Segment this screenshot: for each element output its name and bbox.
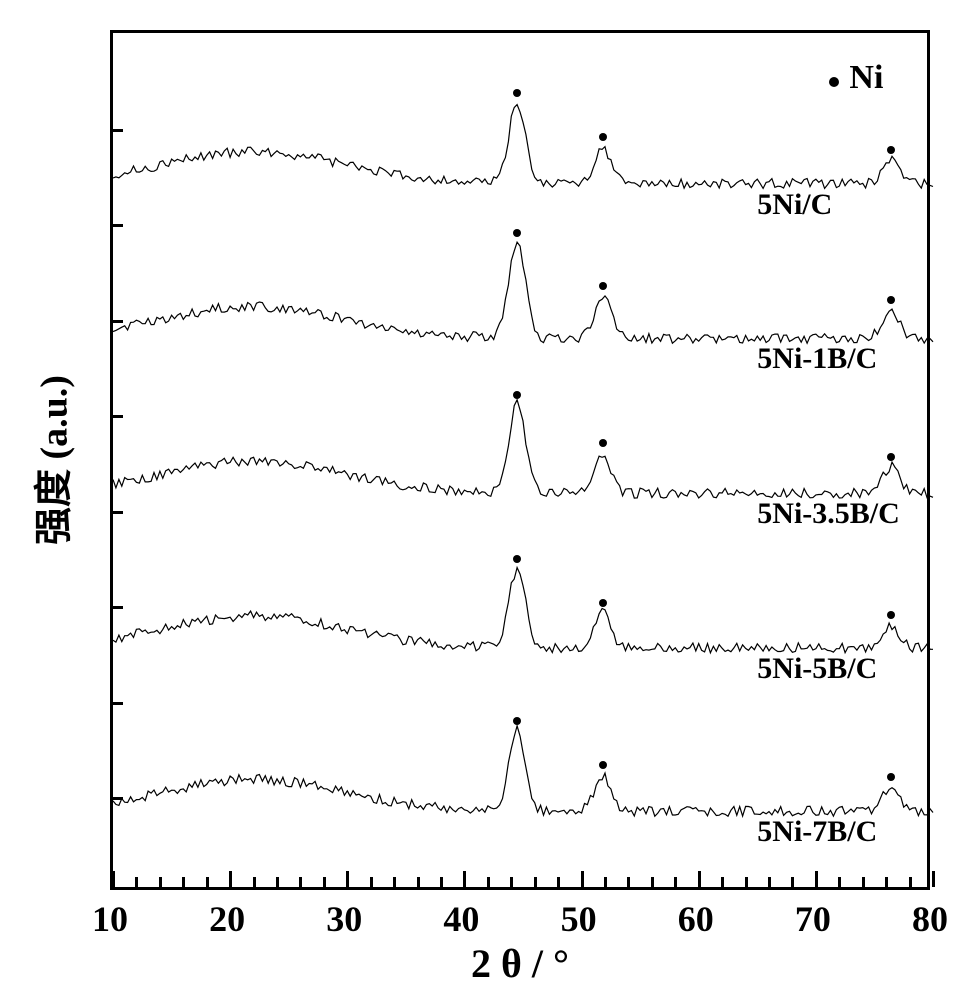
peak-marker <box>599 761 607 769</box>
x-tick-label: 50 <box>561 898 597 940</box>
x-axis-label: 2 θ / ° <box>471 940 569 987</box>
x-tick <box>932 871 935 887</box>
x-tick-label: 20 <box>209 898 245 940</box>
x-tick-label: 40 <box>443 898 479 940</box>
x-tick-label: 60 <box>678 898 714 940</box>
xrd-trace <box>113 33 927 887</box>
x-tick-label: 80 <box>912 898 948 940</box>
x-tick-label: 10 <box>92 898 128 940</box>
peak-marker <box>887 773 895 781</box>
peak-marker <box>513 717 521 725</box>
x-tick-label: 30 <box>326 898 362 940</box>
plot-area: Ni5Ni/C5Ni-1B/C5Ni-3.5B/C5Ni-5B/C5Ni-7B/… <box>110 30 930 890</box>
series-label: 5Ni-7B/C <box>757 815 877 849</box>
y-axis-label: 强度 (a.u.) <box>23 375 78 545</box>
x-tick-label: 70 <box>795 898 831 940</box>
xrd-figure: Ni5Ni/C5Ni-1B/C5Ni-3.5B/C5Ni-5B/C5Ni-7B/… <box>0 0 972 1000</box>
